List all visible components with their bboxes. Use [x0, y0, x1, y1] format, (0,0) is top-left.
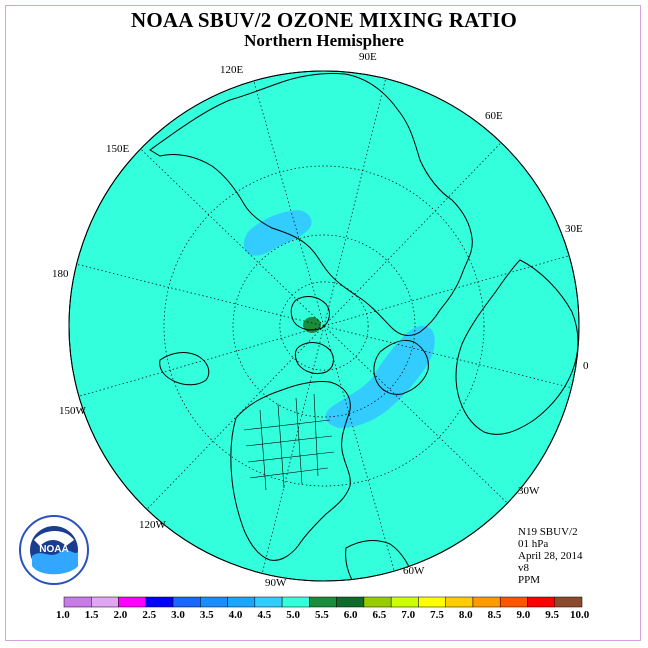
lon-label-180: 180 [52, 268, 69, 280]
info-level: 01 hPa [518, 538, 549, 550]
colorbar-swatch [91, 596, 119, 608]
coastline-arctic-islands [290, 296, 330, 331]
colorbar-tick-label: 4.5 [257, 609, 272, 621]
meridian-line [323, 78, 387, 327]
colorbar-tick-label: 4.0 [228, 609, 243, 621]
colorbar-tick-label: 3.0 [171, 609, 185, 621]
colorbar-swatch [445, 596, 474, 608]
coastline-south-america [345, 540, 415, 581]
page-frame [5, 5, 641, 641]
coastline-alaska [159, 352, 210, 386]
meridian-line [261, 325, 325, 574]
colorbar-swatch [118, 596, 147, 608]
colorbar-tick-label: 7.0 [401, 609, 416, 621]
colorbar-swatch [418, 596, 446, 608]
colorbar-tick-label: 7.5 [430, 609, 444, 621]
noaa-logo-text: NOAA [39, 544, 68, 555]
colorbar-tick-label: 2.5 [142, 609, 157, 621]
colorbar-tick-label: 1.0 [56, 609, 70, 621]
enhanced-region-pacific [243, 210, 312, 256]
colorbar-swatch [309, 596, 337, 608]
info-version: v8 [518, 562, 529, 574]
coastlines [149, 73, 579, 581]
noaa-logo: NOAA [19, 515, 89, 585]
meridian-line [323, 255, 570, 327]
colorbar-swatch [227, 596, 256, 608]
colorbar-swatch [200, 596, 228, 608]
lon-label-30w: 30W [518, 485, 540, 497]
meridian-line [323, 325, 395, 572]
coastline-africa [455, 259, 579, 435]
us-state-lines [243, 393, 335, 491]
latitude-circle [279, 281, 369, 371]
enhanced-region-atlantic [325, 325, 435, 428]
coastline-greenland [373, 339, 429, 395]
colorbar-swatch [363, 596, 392, 608]
colorbar-swatch [172, 596, 201, 608]
maximum-spot [303, 317, 321, 333]
lon-label-60w: 60W [403, 565, 425, 577]
colorbar-tick-label: 10.0 [570, 609, 590, 621]
colorbar-swatch [472, 596, 501, 608]
lon-label-30e: 30E [565, 223, 583, 235]
colorbar-tick-label: 6.0 [343, 609, 358, 621]
colorbar [63, 596, 583, 608]
colorbar-tick-label: 9.5 [545, 609, 559, 621]
lon-label-120e: 120E [220, 64, 244, 76]
lon-label-150e: 150E [106, 143, 130, 155]
info-date: April 28, 2014 [518, 550, 583, 562]
colorbar-swatch [254, 596, 283, 608]
info-instrument: N19 SBUV/2 [518, 526, 578, 538]
colorbar-swatch [63, 596, 92, 608]
coastline-eurasia [149, 73, 473, 336]
colorbar-tick-label: 3.5 [199, 609, 214, 621]
map-title: NOAA SBUV/2 OZONE MIXING RATIO [131, 8, 517, 32]
info-units: PPM [518, 574, 541, 586]
colorbar-swatch [281, 596, 310, 608]
meridian-line [76, 263, 325, 327]
colorbar-tick-label: 5.0 [286, 609, 300, 621]
colorbar-swatch [554, 596, 583, 608]
meridian-line [323, 325, 572, 389]
colorbar-tick-label: 1.5 [84, 609, 99, 621]
colorbar-swatch [145, 596, 174, 608]
colorbar-tick-label: 6.5 [372, 609, 387, 621]
lon-label-90w: 90W [265, 577, 287, 589]
colorbar-tick-label: 2.0 [113, 609, 128, 621]
latitude-circle [232, 234, 416, 418]
coastline-canadian-archipelago [294, 342, 334, 375]
meridian-line [78, 325, 325, 397]
meridian-line [140, 148, 325, 327]
field-layer [243, 210, 435, 428]
graticule [76, 78, 572, 574]
lon-label-0: 0 [583, 360, 589, 372]
colorbar-swatch [527, 596, 555, 608]
colorbar-tick-label: 5.5 [315, 609, 329, 621]
hemisphere-outline [68, 70, 580, 582]
colorbar-tick-label: 8.0 [458, 609, 473, 621]
lon-label-120w: 120W [139, 519, 166, 531]
colorbar-swatch [390, 596, 419, 608]
colorbar-tick-label: 9.0 [516, 609, 531, 621]
lon-label-150w: 150W [59, 405, 86, 417]
meridian-line [323, 325, 508, 504]
coastline-north-america [230, 381, 351, 561]
map-subtitle: Northern Hemisphere [244, 31, 404, 50]
colorbar-swatch [336, 596, 365, 608]
lon-label-90e: 90E [359, 51, 377, 63]
colorbar-tick-label: 8.5 [487, 609, 502, 621]
colorbar-swatch [499, 596, 528, 608]
lon-label-60e: 60E [485, 110, 503, 122]
meridian-line [146, 325, 325, 510]
latitude-circle [163, 165, 485, 487]
meridian-line [253, 80, 325, 327]
meridian-line [323, 142, 502, 327]
